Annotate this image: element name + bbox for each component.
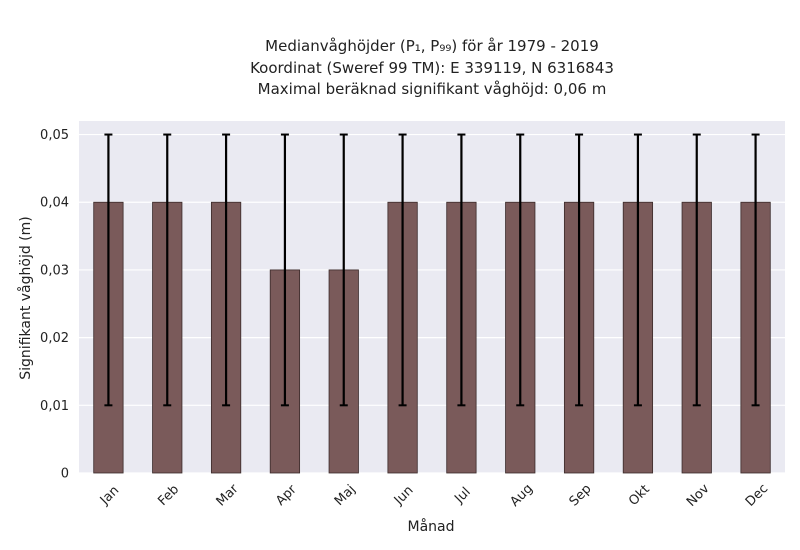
y-tick-label: 0,03 xyxy=(40,263,69,278)
error-bar-sep xyxy=(575,133,584,407)
error-bar-jul xyxy=(457,133,466,407)
x-axis-ticks: Jan Feb Mar Apr Maj Jun Jul Aug Sep Okt Nov Dec xyxy=(97,481,771,510)
x-tick-label-sep: Sep xyxy=(567,482,595,510)
error-bar-jan xyxy=(104,133,113,407)
error-bar-mar xyxy=(222,133,231,407)
x-tick-label-nov: Nov xyxy=(684,481,713,510)
error-bar-aug xyxy=(516,133,525,407)
x-tick-label-okt: Okt xyxy=(626,482,653,509)
title-line-3: Maximal beräknad signifikant våghöjd: 0,… xyxy=(258,80,607,98)
grid-lines xyxy=(79,133,785,474)
y-tick-label: 0,02 xyxy=(40,331,69,346)
error-bar-feb xyxy=(163,133,172,407)
y-tick-label: 0,01 xyxy=(40,399,69,414)
x-axis-label: Månad xyxy=(408,518,455,535)
x-tick-label-jan: Jan xyxy=(97,483,122,508)
x-tick-label-jul: Jul xyxy=(451,485,473,507)
y-axis-ticks: 0 0,01 0,02 0,03 0,04 0,05 xyxy=(40,128,69,481)
x-tick-label-maj: Maj xyxy=(332,482,359,509)
x-tick-label-dec: Dec xyxy=(743,481,771,509)
x-tick-label-aug: Aug xyxy=(507,481,536,510)
plot-area xyxy=(79,121,785,473)
x-tick-label-feb: Feb xyxy=(155,482,182,509)
error-bars xyxy=(104,133,760,407)
y-tick-label: 0,04 xyxy=(40,196,69,211)
chart-title: Medianvåghöjder (P₁, P₉₉) för år 1979 - … xyxy=(250,37,614,98)
x-tick-label-apr: Apr xyxy=(273,482,300,509)
x-tick-label-mar: Mar xyxy=(214,481,242,509)
error-bar-jun xyxy=(398,133,407,407)
error-bar-okt xyxy=(633,133,642,407)
error-bar-dec xyxy=(751,133,760,407)
x-tick-label-jun: Jun xyxy=(391,483,417,509)
error-bar-nov xyxy=(692,133,701,407)
y-axis-label: Signifikant våghöjd (m) xyxy=(17,216,34,379)
title-line-2: Koordinat (Sweref 99 TM): E 339119, N 63… xyxy=(250,59,614,77)
error-bar-apr xyxy=(280,133,289,407)
title-line-1: Medianvåghöjder (P₁, P₉₉) för år 1979 - … xyxy=(265,37,599,55)
y-tick-label: 0,05 xyxy=(40,128,69,143)
y-tick-label: 0 xyxy=(61,467,69,482)
error-bar-maj xyxy=(339,133,348,407)
